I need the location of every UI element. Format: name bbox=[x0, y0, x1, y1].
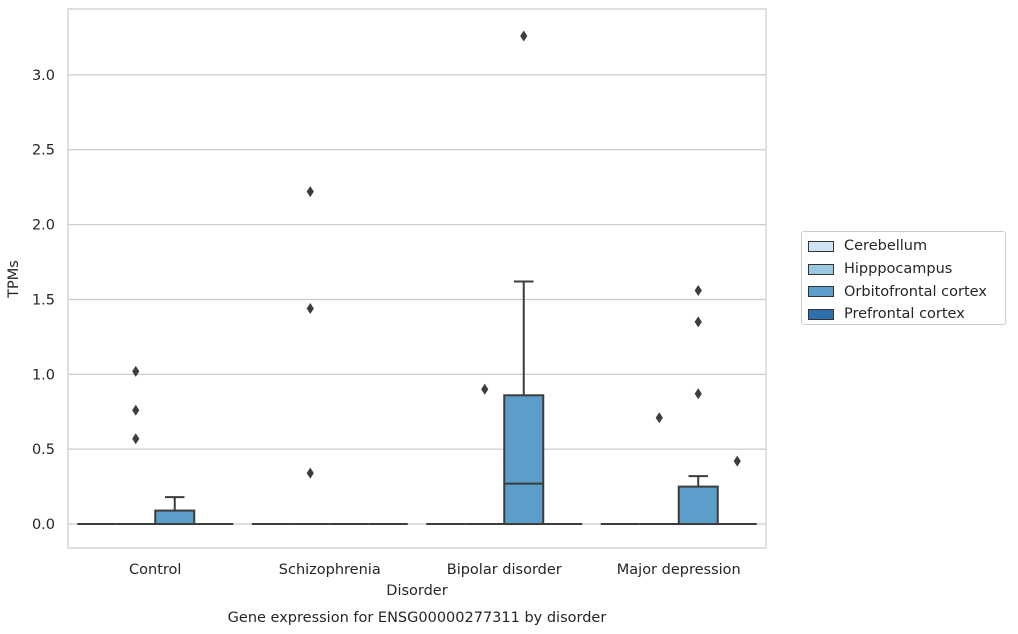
legend-swatch bbox=[808, 286, 834, 298]
outlier-point bbox=[306, 186, 314, 198]
box-hipppocampus bbox=[290, 186, 330, 526]
y-tick-label: 0.0 bbox=[32, 517, 55, 533]
y-tick-label: 1.5 bbox=[32, 292, 55, 308]
x-tick-label: Control bbox=[129, 562, 181, 578]
outlier-point bbox=[132, 404, 140, 416]
legend-item: Cerebellum bbox=[808, 235, 1005, 258]
outlier-point bbox=[132, 433, 140, 445]
legend-swatch bbox=[808, 308, 834, 320]
box-prefrontal-cortex bbox=[717, 455, 757, 526]
legend-label: Prefrontal cortex bbox=[844, 306, 965, 323]
outlier-point bbox=[733, 455, 741, 467]
y-tick-labels: 0.0 0.5 1.0 1.5 2.0 2.5 3.0 bbox=[32, 68, 55, 533]
box-orbitofrontal-cortex bbox=[154, 496, 196, 526]
outlier-point bbox=[694, 388, 702, 400]
legend: Cerebellum Hipppocampus Orbitofrontal co… bbox=[801, 231, 1006, 325]
box-plots bbox=[77, 30, 757, 526]
y-tick-label: 1.0 bbox=[32, 367, 55, 383]
outlier-point bbox=[481, 383, 489, 395]
gridlines bbox=[68, 74, 766, 525]
y-tick-label: 2.5 bbox=[32, 143, 55, 159]
outlier-point bbox=[694, 316, 702, 328]
plot-frame bbox=[67, 8, 767, 549]
outlier-point bbox=[520, 30, 528, 42]
legend-swatch bbox=[808, 263, 834, 275]
legend-label: Orbitofrontal cortex bbox=[844, 283, 987, 300]
y-tick-label: 2.0 bbox=[32, 218, 55, 234]
x-tick-labels: Control Schizophrenia Bipolar disorder Majo… bbox=[129, 562, 741, 578]
outlier-point bbox=[306, 467, 314, 479]
y-axis-label: TPMs bbox=[6, 260, 22, 299]
y-tick-label: 0.5 bbox=[32, 442, 55, 458]
outlier-point bbox=[694, 284, 702, 296]
outlier-point bbox=[132, 365, 140, 377]
box-body bbox=[154, 509, 196, 526]
legend-label: Cerebellum bbox=[844, 238, 928, 255]
x-tick-label: Schizophrenia bbox=[279, 562, 381, 578]
box-orbitofrontal-cortex bbox=[503, 30, 545, 526]
box-body bbox=[503, 394, 545, 526]
box-orbitofrontal-cortex bbox=[677, 284, 719, 526]
outlier-point bbox=[306, 302, 314, 314]
box-hipppocampus bbox=[639, 412, 679, 526]
x-tick-label: Major depression bbox=[617, 562, 741, 578]
legend-item: Hipppocampus bbox=[808, 258, 1005, 281]
legend-swatch bbox=[808, 240, 834, 252]
legend-item: Orbitofrontal cortex bbox=[808, 280, 1005, 303]
chart-title: Gene expression for ENSG00000277311 by d… bbox=[228, 610, 607, 626]
x-tick-label: Bipolar disorder bbox=[447, 562, 562, 578]
box-body bbox=[677, 485, 719, 526]
x-axis-label: Disorder bbox=[386, 583, 447, 599]
y-tick-label: 3.0 bbox=[32, 68, 55, 84]
legend-label: Hipppocampus bbox=[844, 261, 953, 278]
outlier-point bbox=[655, 412, 663, 424]
box-hipppocampus bbox=[116, 365, 156, 526]
legend-item: Prefrontal cortex bbox=[808, 303, 1005, 326]
box-hipppocampus bbox=[465, 383, 505, 526]
